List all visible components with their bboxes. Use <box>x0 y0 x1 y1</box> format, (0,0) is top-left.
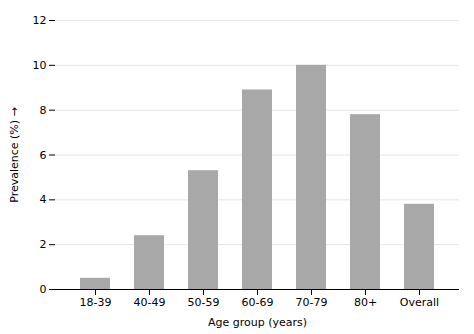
svg-text:80+: 80+ <box>354 296 377 309</box>
svg-text:2: 2 <box>40 238 47 251</box>
svg-text:4: 4 <box>40 193 47 206</box>
svg-text:Overall: Overall <box>400 296 439 309</box>
svg-text:60-69: 60-69 <box>242 296 274 309</box>
svg-text:Prevalence (%) →: Prevalence (%) → <box>8 107 21 203</box>
svg-text:50-59: 50-59 <box>188 296 220 309</box>
svg-text:10: 10 <box>33 59 47 72</box>
svg-text:40-49: 40-49 <box>134 296 166 309</box>
svg-text:8: 8 <box>40 104 47 117</box>
svg-text:Age group (years): Age group (years) <box>208 316 307 329</box>
svg-text:6: 6 <box>40 149 47 162</box>
svg-text:0: 0 <box>40 283 47 296</box>
svg-text:12: 12 <box>33 14 47 27</box>
svg-text:18-39: 18-39 <box>80 296 112 309</box>
svg-text:70-79: 70-79 <box>296 296 328 309</box>
